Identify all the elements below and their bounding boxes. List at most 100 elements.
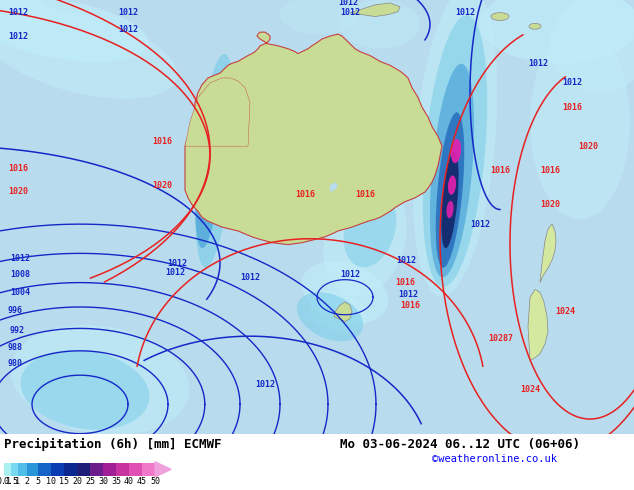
Text: 1012: 1012 bbox=[338, 0, 358, 7]
Text: 1016: 1016 bbox=[562, 103, 582, 112]
Polygon shape bbox=[330, 182, 338, 192]
Text: 50: 50 bbox=[150, 477, 160, 486]
Bar bbox=[129, 463, 142, 476]
Text: 1024: 1024 bbox=[520, 385, 540, 394]
Text: 1020: 1020 bbox=[578, 142, 598, 150]
Bar bbox=[27, 463, 38, 476]
Ellipse shape bbox=[530, 24, 630, 219]
Ellipse shape bbox=[323, 181, 406, 296]
Text: 1016: 1016 bbox=[152, 137, 172, 146]
Ellipse shape bbox=[441, 151, 458, 248]
Text: 1016: 1016 bbox=[540, 166, 560, 175]
Ellipse shape bbox=[0, 8, 177, 99]
Text: 5: 5 bbox=[36, 477, 41, 486]
Ellipse shape bbox=[491, 13, 509, 21]
Text: 1016: 1016 bbox=[8, 164, 28, 173]
Bar bbox=[38, 463, 51, 476]
Bar bbox=[64, 463, 77, 476]
Bar bbox=[77, 463, 90, 476]
Ellipse shape bbox=[302, 261, 389, 324]
Bar bbox=[4, 463, 11, 476]
Bar bbox=[142, 463, 155, 476]
Text: 1012: 1012 bbox=[562, 78, 582, 87]
Ellipse shape bbox=[529, 24, 541, 29]
Text: 1012: 1012 bbox=[8, 8, 28, 17]
Ellipse shape bbox=[413, 0, 497, 296]
Text: 0.5: 0.5 bbox=[4, 477, 18, 486]
Text: Mo 03-06-2024 06..12 UTC (06+06): Mo 03-06-2024 06..12 UTC (06+06) bbox=[340, 438, 580, 451]
Ellipse shape bbox=[344, 191, 396, 267]
Text: 10287: 10287 bbox=[488, 334, 513, 343]
Polygon shape bbox=[350, 3, 400, 17]
Ellipse shape bbox=[550, 0, 634, 93]
Text: 988: 988 bbox=[8, 343, 23, 352]
Text: 1008: 1008 bbox=[10, 270, 30, 279]
Text: 1012: 1012 bbox=[8, 31, 28, 41]
Ellipse shape bbox=[423, 15, 488, 287]
Text: 1016: 1016 bbox=[400, 300, 420, 310]
Text: 992: 992 bbox=[10, 326, 25, 335]
FancyArrow shape bbox=[155, 462, 171, 477]
Text: 1012: 1012 bbox=[398, 290, 418, 299]
Text: 10: 10 bbox=[46, 477, 56, 486]
Polygon shape bbox=[334, 302, 352, 321]
Polygon shape bbox=[185, 78, 250, 146]
Bar bbox=[103, 463, 116, 476]
Bar bbox=[51, 463, 64, 476]
Text: 1012: 1012 bbox=[165, 269, 185, 277]
Text: 1012: 1012 bbox=[167, 259, 187, 268]
Text: 15: 15 bbox=[59, 477, 69, 486]
Text: 1016: 1016 bbox=[355, 191, 375, 199]
Bar bbox=[18, 463, 27, 476]
Text: 996: 996 bbox=[8, 306, 23, 316]
Text: 1012: 1012 bbox=[255, 380, 275, 390]
Text: 1012: 1012 bbox=[118, 24, 138, 34]
Bar bbox=[116, 463, 129, 476]
Ellipse shape bbox=[451, 139, 461, 163]
Ellipse shape bbox=[430, 64, 474, 277]
Text: ©weatheronline.co.uk: ©weatheronline.co.uk bbox=[432, 454, 557, 464]
Text: 1020: 1020 bbox=[540, 200, 560, 209]
Text: 1016: 1016 bbox=[490, 166, 510, 175]
Text: 40: 40 bbox=[124, 477, 134, 486]
Ellipse shape bbox=[11, 325, 189, 435]
Text: 1012: 1012 bbox=[455, 8, 475, 17]
Text: 1016: 1016 bbox=[395, 278, 415, 287]
Text: 1012: 1012 bbox=[118, 8, 138, 17]
Bar bbox=[90, 463, 103, 476]
Text: 1020: 1020 bbox=[8, 188, 28, 196]
Ellipse shape bbox=[0, 0, 50, 39]
Text: 1020: 1020 bbox=[152, 181, 172, 190]
Ellipse shape bbox=[340, 0, 420, 49]
Text: 1012: 1012 bbox=[340, 8, 360, 17]
Text: 1004: 1004 bbox=[10, 288, 30, 297]
Polygon shape bbox=[540, 224, 556, 283]
Ellipse shape bbox=[195, 74, 224, 248]
Text: 1: 1 bbox=[15, 477, 20, 486]
Ellipse shape bbox=[21, 350, 150, 430]
Ellipse shape bbox=[480, 0, 634, 63]
Polygon shape bbox=[185, 32, 442, 245]
Text: 1012: 1012 bbox=[10, 254, 30, 263]
Text: 1012: 1012 bbox=[340, 270, 360, 279]
Polygon shape bbox=[528, 290, 548, 361]
Ellipse shape bbox=[446, 201, 453, 218]
Text: 2: 2 bbox=[25, 477, 30, 486]
Ellipse shape bbox=[448, 175, 456, 195]
Text: 25: 25 bbox=[85, 477, 95, 486]
Text: 980: 980 bbox=[8, 359, 23, 368]
Text: 35: 35 bbox=[111, 477, 121, 486]
Text: 1016: 1016 bbox=[295, 191, 315, 199]
Text: 1024: 1024 bbox=[555, 307, 575, 317]
Text: 20: 20 bbox=[72, 477, 82, 486]
Ellipse shape bbox=[297, 292, 363, 341]
Text: 45: 45 bbox=[137, 477, 147, 486]
Text: 1012: 1012 bbox=[470, 220, 490, 229]
Ellipse shape bbox=[436, 112, 464, 268]
Ellipse shape bbox=[0, 0, 149, 62]
Text: 1012: 1012 bbox=[240, 273, 260, 282]
Text: Precipitation (6h) [mm] ECMWF: Precipitation (6h) [mm] ECMWF bbox=[4, 438, 221, 451]
Text: 30: 30 bbox=[98, 477, 108, 486]
Bar bbox=[11, 463, 18, 476]
Text: 1012: 1012 bbox=[528, 59, 548, 68]
